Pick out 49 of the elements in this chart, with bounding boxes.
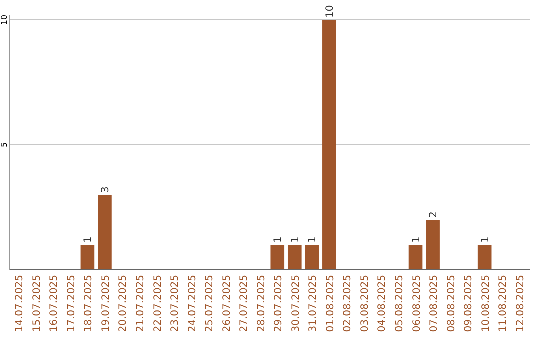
bar	[408, 245, 423, 270]
x-tick-label: 04.08.2025	[377, 275, 388, 332]
bar	[270, 245, 285, 270]
bar	[322, 20, 336, 270]
x-tick-label: 21.07.2025	[136, 275, 146, 332]
x-tick-label: 12.08.2025	[515, 275, 526, 332]
bar	[426, 220, 440, 270]
x-tick-label: 14.07.2025	[14, 275, 26, 332]
x-tick-label: 23.07.2025	[170, 275, 182, 332]
x-tick-label: 27.07.2025	[239, 275, 250, 332]
bar	[478, 245, 492, 270]
x-tick-label: 11.08.2025	[498, 275, 510, 332]
x-tick-label: 22.07.2025	[152, 275, 164, 332]
x-tick-label: 29.07.2025	[274, 275, 285, 332]
x-tick-label: 25.07.2025	[204, 275, 216, 332]
x-tick-label: 26.07.2025	[222, 275, 233, 332]
x-tick-label: 08.08.2025	[446, 275, 458, 332]
x-tick-label: 28.07.2025	[256, 275, 268, 332]
bar	[288, 245, 302, 270]
x-tick-label: 09.08.2025	[464, 275, 475, 332]
y-tick-label: 5	[0, 142, 9, 148]
bar	[98, 195, 112, 270]
x-tick-label: 06.08.2025	[412, 275, 423, 332]
x-tick-label: 10.08.2025	[480, 275, 492, 332]
bar	[305, 245, 320, 270]
data-label: 1	[273, 236, 284, 243]
x-tick-label: 02.08.2025	[342, 275, 354, 332]
data-label: 3	[100, 186, 112, 193]
data-label: 10	[324, 5, 336, 18]
bar	[80, 245, 95, 270]
data-label: 1	[290, 236, 302, 243]
x-tick-label: 07.08.2025	[429, 275, 440, 332]
x-tick-label: 20.07.2025	[118, 275, 130, 332]
x-tick-label: 30.07.2025	[290, 275, 302, 332]
data-label: 1	[411, 236, 422, 243]
x-tick-label: 24.07.2025	[187, 275, 198, 332]
x-tick-label: 17.07.2025	[66, 275, 78, 332]
x-tick-label: 01.08.2025	[325, 275, 336, 332]
x-tick-label: 03.08.2025	[360, 275, 371, 332]
data-label: 1	[480, 236, 492, 243]
data-label: 2	[428, 212, 440, 218]
x-tick-label: 19.07.2025	[100, 275, 112, 332]
x-tick-label: 05.08.2025	[394, 275, 406, 332]
x-tick-label: 31.07.2025	[308, 275, 320, 332]
x-tick-label: 18.07.2025	[84, 275, 95, 332]
data-label: 1	[308, 236, 319, 243]
x-tick-label: 16.07.2025	[49, 275, 60, 332]
data-label: 1	[83, 236, 94, 243]
x-tick-label: 15.07.2025	[32, 275, 43, 332]
